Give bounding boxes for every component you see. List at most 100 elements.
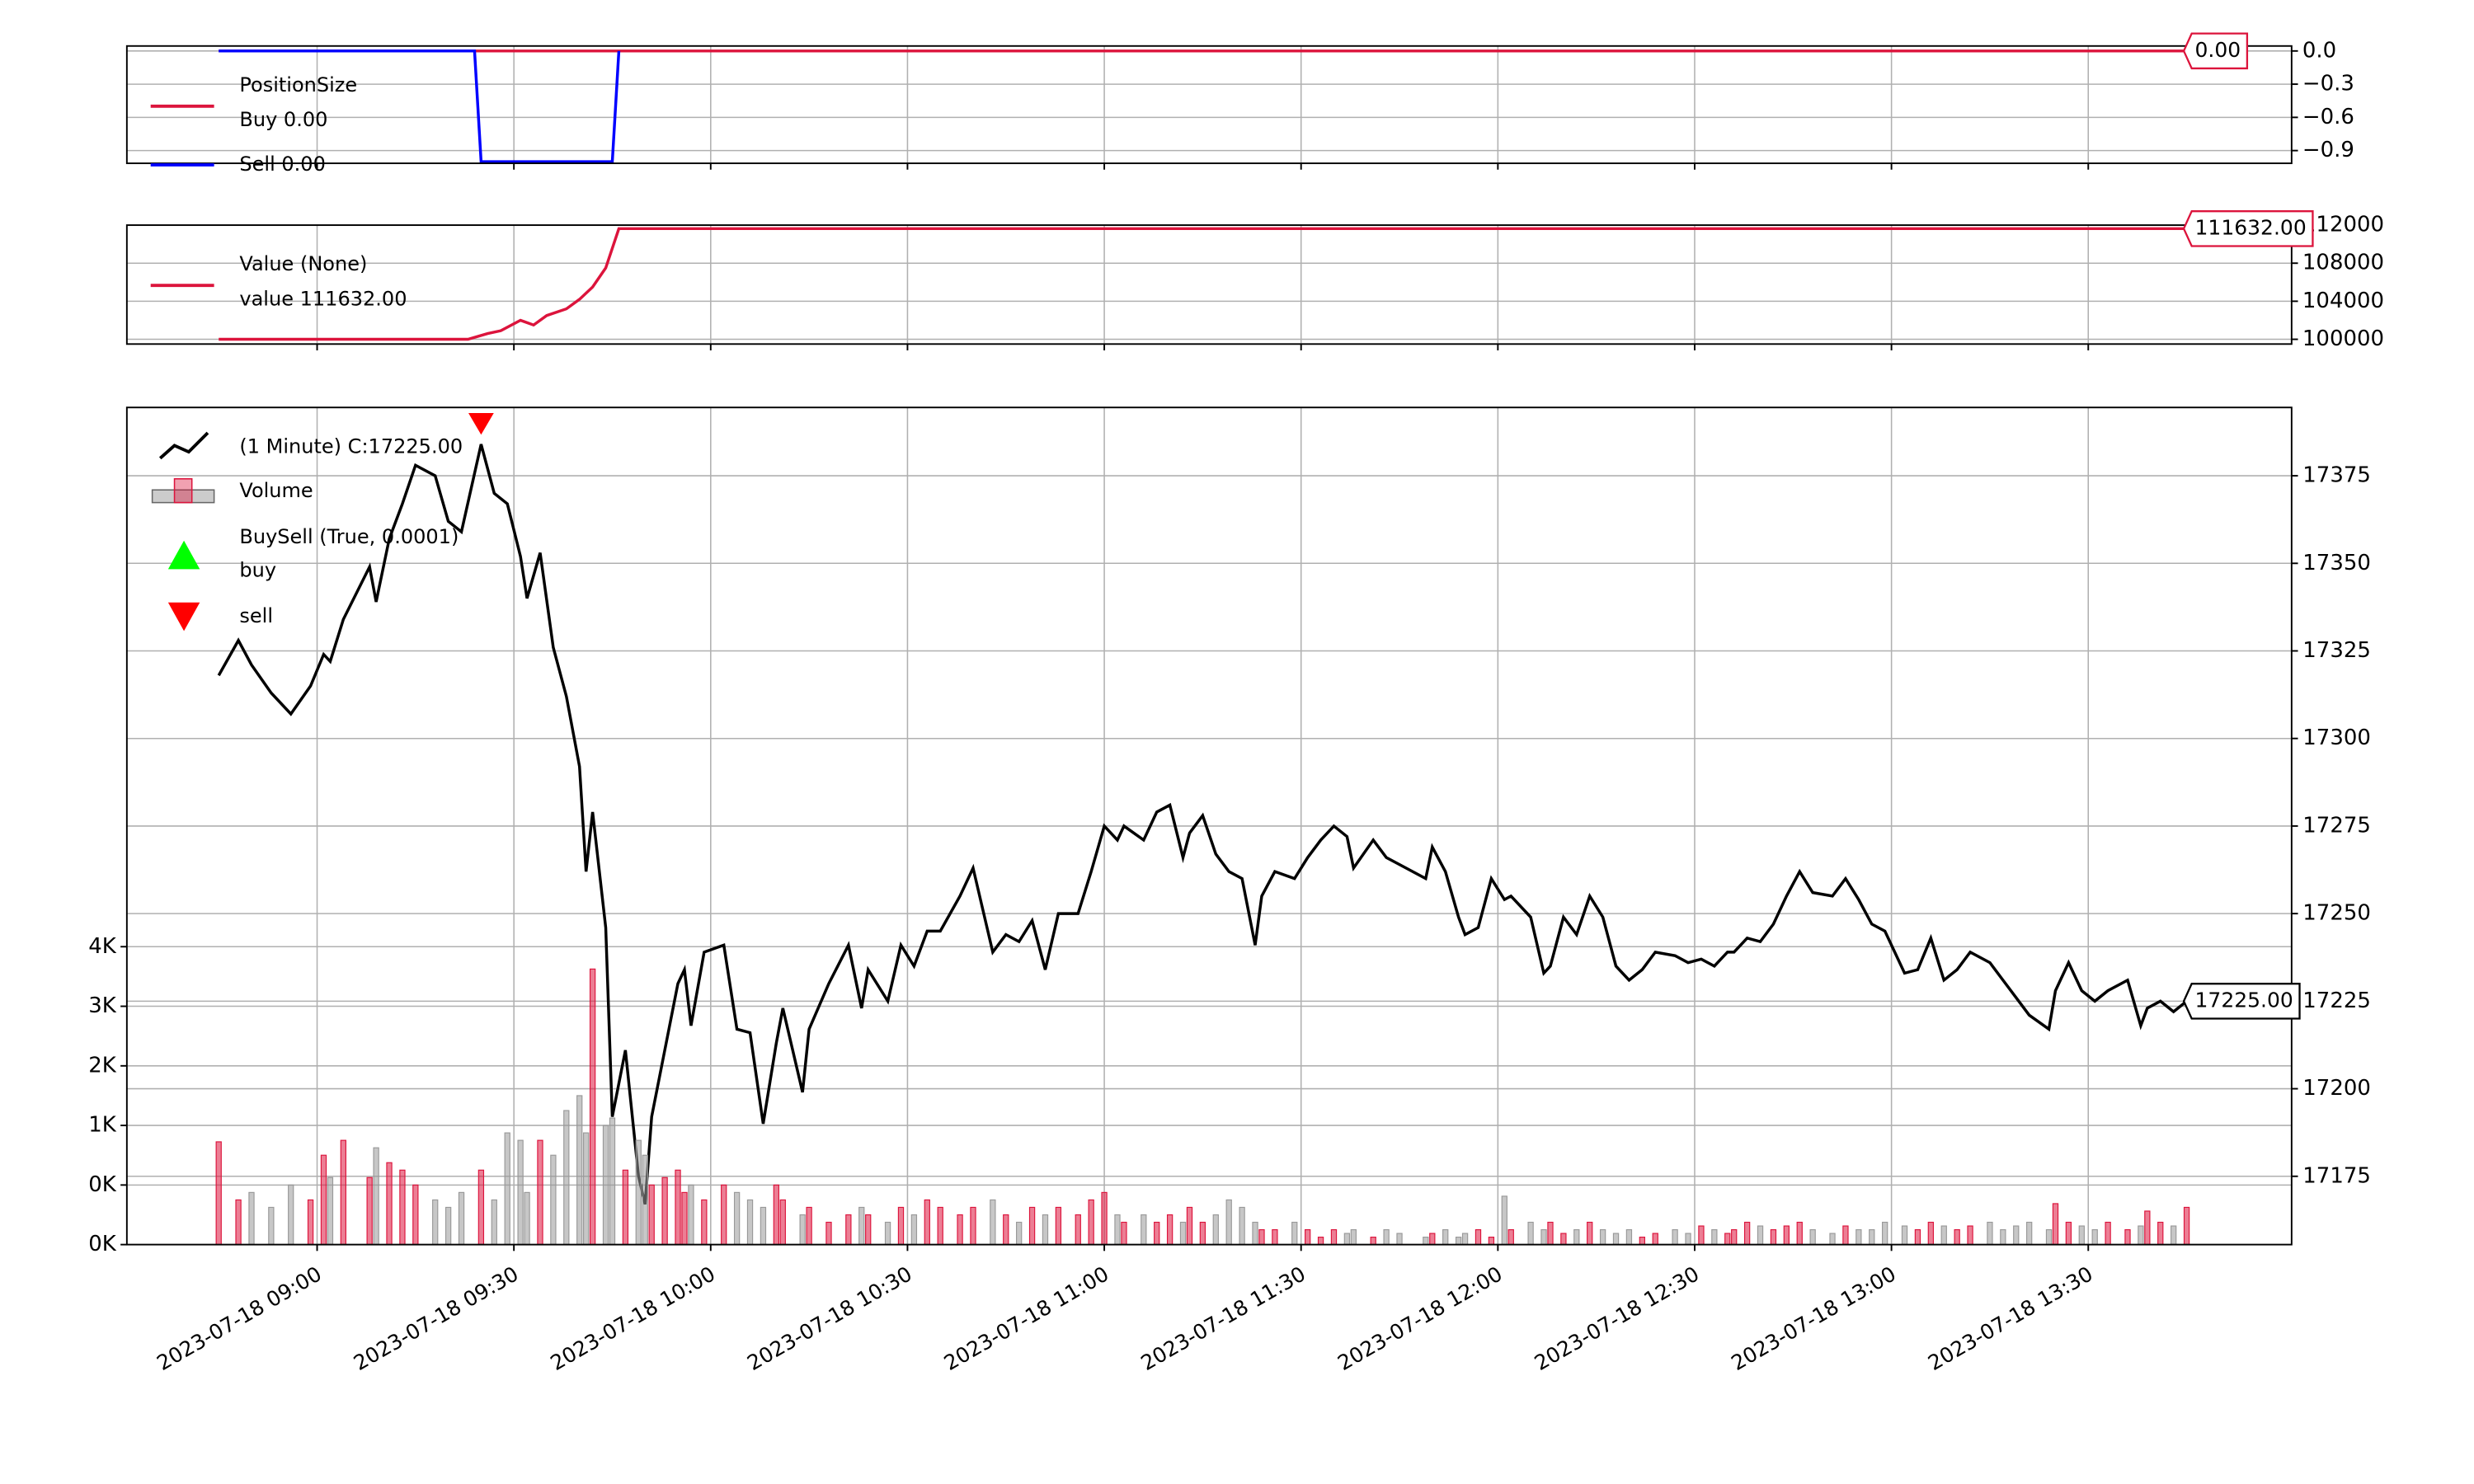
- volume-bar: [642, 1154, 648, 1246]
- volume-bar: [2171, 1225, 2177, 1246]
- volume-bar: [477, 1169, 485, 1246]
- volume-bar: [2144, 1210, 2151, 1246]
- volume-bar: [2078, 1225, 2085, 1246]
- volume-bar: [563, 1110, 570, 1246]
- series-line: [219, 49, 621, 163]
- volume-bar: [1442, 1228, 1449, 1246]
- volume-bar: [1796, 1221, 1803, 1246]
- volume-bar: [583, 1132, 590, 1246]
- volume-bar: [1186, 1206, 1193, 1246]
- volume-bar: [1396, 1233, 1403, 1246]
- y-tick-label: −0.3: [2302, 72, 2354, 96]
- volume-bar: [1770, 1228, 1777, 1246]
- y-tick-label: 100000: [2302, 326, 2384, 351]
- tag-label: 111632.00: [2195, 215, 2307, 239]
- volume-bar: [1088, 1199, 1094, 1246]
- volume-bar: [1547, 1221, 1554, 1246]
- panel: 100000 104000 108000 112000 Value (None) valu…: [125, 210, 2384, 351]
- volume-bar: [537, 1139, 543, 1246]
- legend-swatch: [167, 540, 200, 570]
- volume-bar: [268, 1206, 275, 1246]
- y2-tick-label: 17300: [2302, 726, 2371, 750]
- tag-box: [2182, 983, 2301, 1020]
- volume-bar: [1455, 1237, 1462, 1246]
- legend-group-title: BuySell (True, 0.0001): [239, 525, 459, 548]
- y-tick-label: 104000: [2302, 289, 2384, 313]
- tag-box: [2182, 32, 2249, 70]
- last-value-tag: 17225.00: [2182, 983, 2301, 1020]
- volume-bar: [1914, 1228, 1921, 1246]
- volume-bar: [327, 1176, 334, 1246]
- volume-bar: [1429, 1233, 1436, 1246]
- volume-bar: [1114, 1214, 1121, 1246]
- volume-bar: [1967, 1225, 1973, 1246]
- volume-bar: [1724, 1233, 1731, 1246]
- volume-bar: [1856, 1228, 1862, 1246]
- volume-bar: [2157, 1221, 2164, 1246]
- volume-bar: [733, 1191, 741, 1246]
- volume-bar: [990, 1199, 996, 1246]
- volume-bar: [957, 1214, 963, 1246]
- volume-bar: [235, 1199, 242, 1246]
- volume-bar: [1154, 1221, 1160, 1246]
- volume-bar: [1599, 1228, 1606, 1246]
- axes-frame: [125, 224, 2293, 345]
- y-tick-label: 0.0: [2302, 38, 2336, 63]
- volume-bar: [1225, 1199, 1232, 1246]
- volume-bar: [307, 1199, 314, 1246]
- volume-bar: [2013, 1225, 2020, 1246]
- volume-bar: [1698, 1225, 1705, 1246]
- volume-bar: [1625, 1228, 1633, 1246]
- volume-bar: [799, 1214, 806, 1246]
- legend-swatch: [158, 431, 209, 460]
- volume-bar: [1954, 1228, 1960, 1246]
- axes-frame: [125, 406, 2293, 1246]
- volume-bar: [701, 1199, 708, 1246]
- y-tick-label: −0.6: [2302, 105, 2354, 129]
- volume-bar: [1003, 1214, 1009, 1246]
- legend-label: Buy 0.00: [239, 108, 327, 131]
- volume-bar: [1540, 1228, 1547, 1246]
- volume-bar: [386, 1162, 393, 1246]
- volume-bar: [1757, 1225, 1764, 1246]
- volume-bar: [550, 1154, 557, 1246]
- volume-bar: [366, 1176, 373, 1246]
- volume-bar: [1672, 1228, 1678, 1246]
- volume-bar: [1809, 1228, 1816, 1246]
- legend-label: sell: [239, 604, 273, 627]
- volume-bar: [504, 1132, 510, 1246]
- volume-bar: [1383, 1228, 1390, 1246]
- volume-bar: [1869, 1228, 1875, 1246]
- y-tick-label: 1K: [88, 1113, 117, 1138]
- tag-label: 0.00: [2195, 38, 2241, 62]
- legend-swatch: [167, 602, 200, 632]
- y2-tick-label: 17325: [2302, 638, 2371, 663]
- last-value-tag: 111632.00: [2182, 210, 2314, 247]
- volume-bar: [1212, 1214, 1219, 1246]
- volume-bar: [1305, 1228, 1311, 1246]
- volume-bar: [524, 1191, 530, 1246]
- volume-bar: [2105, 1221, 2111, 1246]
- volume-bar: [399, 1169, 406, 1246]
- volume-bar: [825, 1221, 832, 1246]
- volume-bar: [1350, 1228, 1357, 1246]
- volume-bar: [1075, 1214, 1081, 1246]
- volume-bar: [1560, 1233, 1567, 1246]
- volume-bar: [1141, 1214, 1147, 1246]
- volume-bar: [648, 1184, 655, 1246]
- volume-bar: [2026, 1221, 2033, 1246]
- y2-tick-label: 17250: [2302, 901, 2371, 926]
- y2-tick-label: 17375: [2302, 463, 2371, 488]
- volume-bar: [865, 1214, 872, 1246]
- y-tick-label: −0.9: [2302, 138, 2354, 162]
- volume-bar: [661, 1176, 668, 1246]
- volume-bar: [1055, 1206, 1062, 1246]
- volume-bar: [340, 1139, 346, 1246]
- volume-bar: [1199, 1221, 1206, 1246]
- volume-bar: [1461, 1233, 1469, 1246]
- volume-bar: [491, 1199, 497, 1246]
- volume-bar: [1317, 1237, 1324, 1246]
- volume-bar: [1731, 1228, 1738, 1246]
- series-line: [217, 444, 2188, 1205]
